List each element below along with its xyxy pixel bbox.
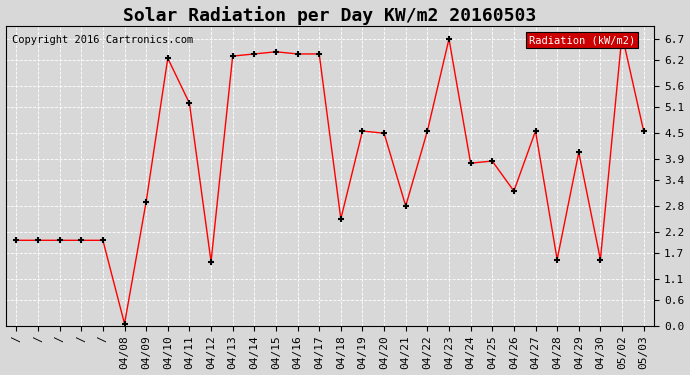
Title: Solar Radiation per Day KW/m2 20160503: Solar Radiation per Day KW/m2 20160503 — [124, 6, 537, 24]
Text: Radiation (kW/m2): Radiation (kW/m2) — [529, 35, 635, 45]
Text: Copyright 2016 Cartronics.com: Copyright 2016 Cartronics.com — [12, 35, 193, 45]
